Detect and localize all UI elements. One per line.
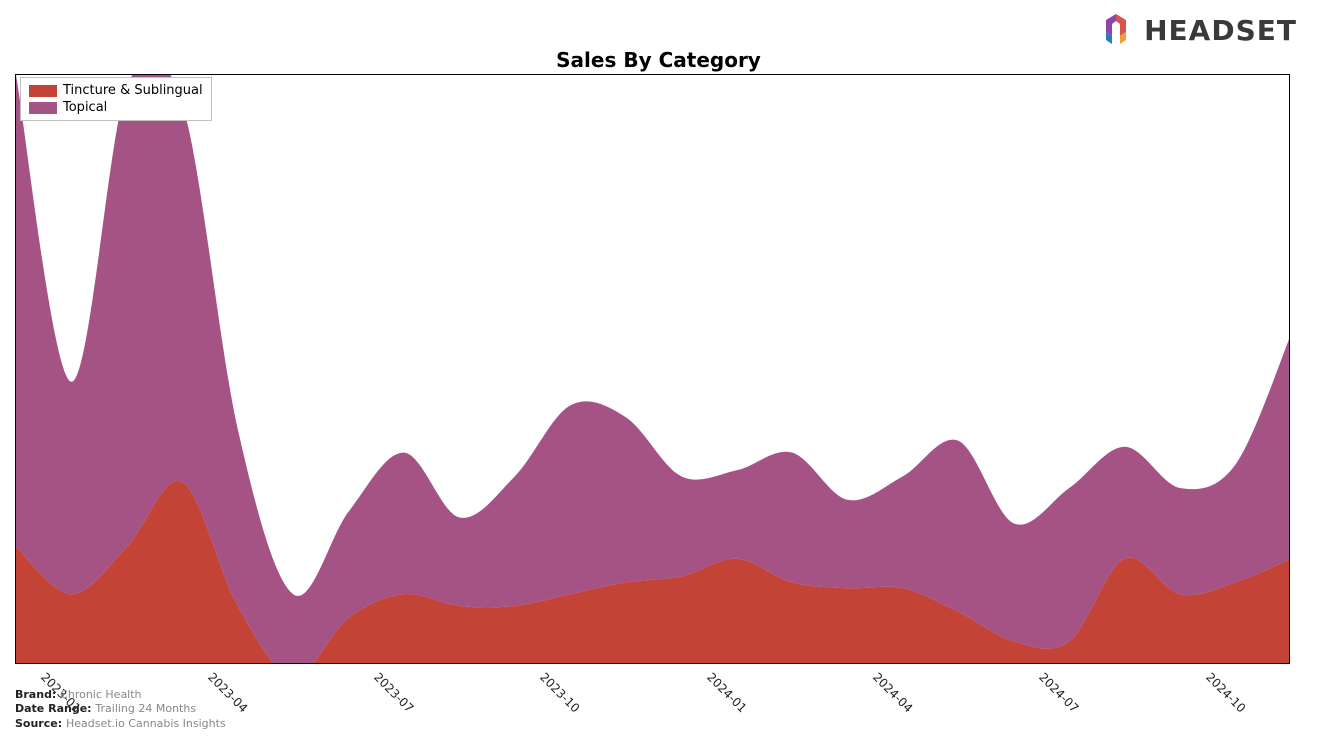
legend-label: Tincture & Sublingual (63, 83, 203, 98)
footer-line: Date Range: Trailing 24 Months (15, 702, 226, 716)
footer-value: Trailing 24 Months (95, 702, 196, 715)
chart-legend: Tincture & Sublingual Topical (20, 77, 212, 121)
headset-icon (1096, 10, 1136, 50)
x-tick-label: 2023-07 (371, 670, 416, 715)
x-tick-label: 2024-01 (704, 670, 749, 715)
brand-logo-text: HEADSET (1144, 14, 1297, 47)
x-tick-label: 2024-10 (1203, 670, 1248, 715)
legend-item: Topical (29, 99, 203, 116)
legend-swatch (29, 102, 57, 114)
x-tick-label: 2023-10 (537, 670, 582, 715)
chart-title: Sales By Category (0, 48, 1317, 72)
chart-plot-area (15, 74, 1290, 664)
footer-line: Brand: Chronic Health (15, 688, 226, 702)
x-tick-label: 2024-07 (1036, 670, 1081, 715)
footer-label: Source: (15, 717, 66, 730)
footer-line: Source: Headset.io Cannabis Insights (15, 717, 226, 731)
legend-swatch (29, 85, 57, 97)
footer-label: Brand: (15, 688, 60, 701)
legend-label: Topical (63, 100, 107, 115)
x-tick-label: 2024-04 (870, 670, 915, 715)
brand-logo: HEADSET (1096, 10, 1297, 50)
chart-root: HEADSET Sales By Category Tincture & Sub… (0, 0, 1317, 743)
chart-footer: Brand: Chronic HealthDate Range: Trailin… (15, 688, 226, 731)
footer-value: Chronic Health (60, 688, 141, 701)
legend-item: Tincture & Sublingual (29, 82, 203, 99)
footer-value: Headset.io Cannabis Insights (66, 717, 226, 730)
footer-label: Date Range: (15, 702, 95, 715)
